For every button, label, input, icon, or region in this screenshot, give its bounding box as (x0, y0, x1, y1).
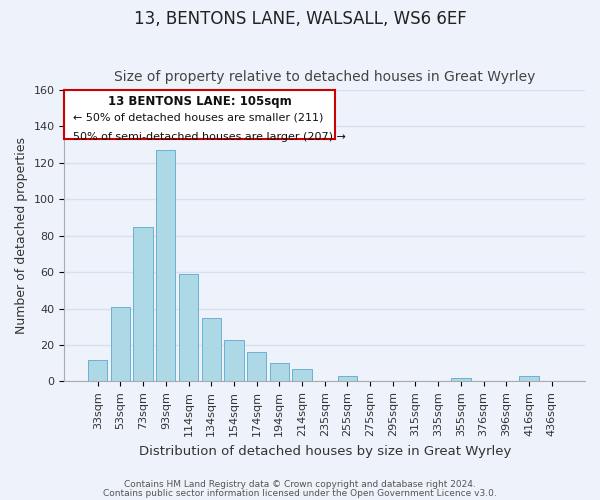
Bar (111, 306, 130, 382)
Bar (338, 376, 357, 382)
Bar (224, 340, 244, 382)
Text: 13, BENTONS LANE, WALSALL, WS6 6EF: 13, BENTONS LANE, WALSALL, WS6 6EF (134, 10, 466, 28)
Bar (202, 318, 221, 382)
Bar (292, 368, 311, 382)
Bar (179, 274, 198, 382)
X-axis label: Distribution of detached houses by size in Great Wyrley: Distribution of detached houses by size … (139, 444, 511, 458)
Bar (451, 378, 470, 382)
Y-axis label: Number of detached properties: Number of detached properties (15, 137, 28, 334)
Title: Size of property relative to detached houses in Great Wyrley: Size of property relative to detached ho… (114, 70, 535, 85)
Bar (269, 363, 289, 382)
Text: Contains HM Land Registry data © Crown copyright and database right 2024.: Contains HM Land Registry data © Crown c… (124, 480, 476, 489)
Text: Contains public sector information licensed under the Open Government Licence v3: Contains public sector information licen… (103, 488, 497, 498)
Bar (156, 150, 175, 382)
Bar (133, 226, 153, 382)
Bar (88, 360, 107, 382)
Bar (247, 352, 266, 382)
Bar (520, 376, 539, 382)
